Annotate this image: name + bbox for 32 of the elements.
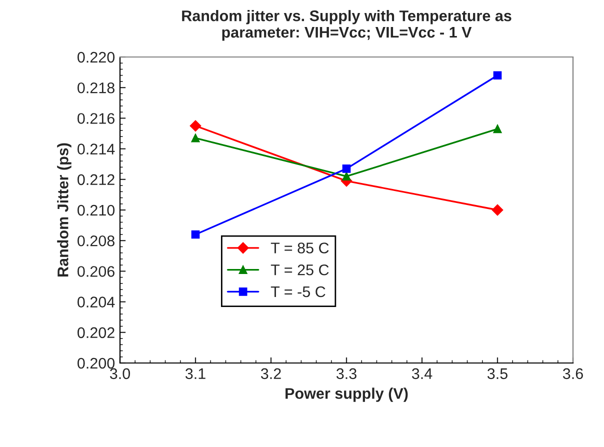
y-tick-label: 0.200 — [78, 358, 115, 369]
point — [190, 120, 202, 132]
point — [191, 230, 200, 239]
legend-label: T = 85 C — [270, 242, 329, 254]
x-tick-label: 3.2 — [260, 368, 281, 380]
x-tick-label: 3.5 — [487, 368, 508, 380]
point — [191, 134, 200, 142]
x-axis-title: Power supply (V) — [286, 388, 408, 402]
point — [493, 71, 502, 80]
y-tick-label: 0.220 — [78, 52, 115, 63]
y-tick-label: 0.212 — [78, 174, 114, 186]
y-axis-title: Random Jitter (ps) — [57, 143, 72, 276]
y-tick-label: 0.204 — [78, 296, 115, 308]
y-tick-label: 0.216 — [78, 113, 114, 124]
x-tick-label: 3.6 — [562, 368, 583, 380]
x-tick-label: 3.3 — [336, 368, 356, 380]
x-tick-label: 3.1 — [185, 368, 206, 380]
y-tick-label: 0.214 — [78, 144, 115, 154]
point — [493, 124, 502, 134]
x-tick-label: 3.4 — [412, 368, 432, 380]
y-tick-label: 0.202 — [78, 327, 114, 338]
legend-label: T = 25 C — [270, 264, 329, 276]
legend-label: T = -5 C — [270, 286, 326, 298]
point — [342, 172, 351, 181]
point — [342, 164, 351, 173]
y-tick-label: 0.206 — [78, 266, 114, 277]
y-tick-label: 0.210 — [78, 204, 115, 216]
chart-title: Random jitter vs. Supply with Temperature as parameter: VIH=Vcc; VIL=Vcc - 1 V — [182, 10, 512, 41]
y-tick-label: 0.218 — [78, 82, 114, 94]
x-tick-label: 3.0 — [110, 368, 130, 380]
point — [492, 204, 504, 216]
y-tick-label: 0.208 — [78, 235, 114, 246]
